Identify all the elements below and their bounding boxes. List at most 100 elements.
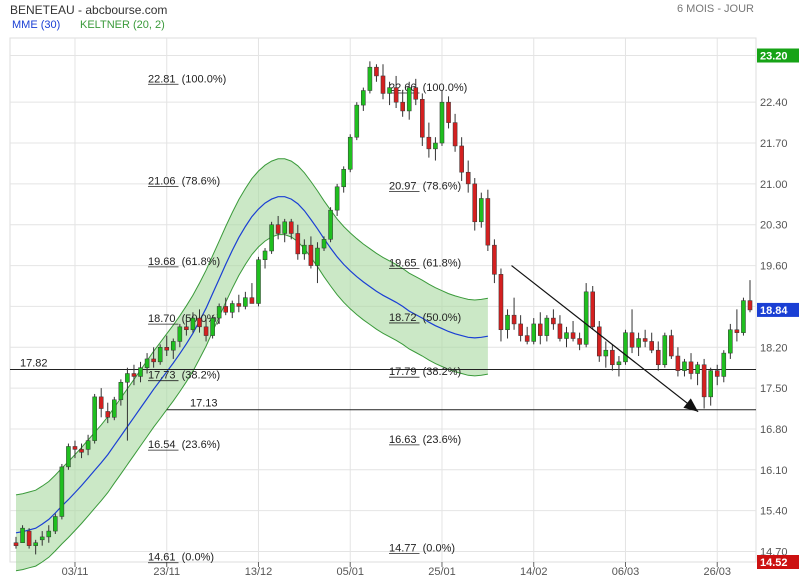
- candle-body: [157, 347, 163, 363]
- x-tick-label: 26/03: [703, 566, 731, 578]
- candle-body: [439, 101, 445, 144]
- candle-body: [236, 303, 242, 307]
- candle-body: [498, 274, 504, 331]
- x-tick-label: 14/02: [520, 566, 548, 578]
- candle-body: [249, 297, 255, 304]
- fib-level-label: 14.61 (0.0%): [148, 552, 214, 564]
- candle-body: [328, 209, 333, 240]
- candle-body: [262, 250, 268, 260]
- candle-body: [426, 136, 432, 150]
- candle-body: [184, 326, 189, 331]
- candle-body: [655, 349, 661, 366]
- y-tick-label: 21.00: [760, 179, 788, 191]
- candle-body: [485, 198, 491, 246]
- candle-body: [256, 259, 261, 304]
- candle-body: [649, 341, 654, 351]
- candle-body: [347, 136, 353, 170]
- y-tick-label: 18.20: [760, 342, 788, 354]
- candle-body: [557, 323, 563, 339]
- candle-body: [433, 142, 438, 150]
- fib-level-label: 18.70 (50.0%): [148, 313, 220, 325]
- candle-body: [452, 122, 458, 147]
- candle-body: [531, 323, 537, 342]
- keltner-lower-line: [15, 234, 488, 572]
- candle-body: [131, 373, 137, 377]
- fib-level-label: 17.73 (38.2%): [148, 370, 220, 382]
- candle-body: [682, 361, 687, 371]
- candle-body: [85, 440, 91, 450]
- candle-body: [79, 449, 84, 453]
- candle-body: [629, 332, 635, 348]
- keltner-band: [16, 158, 488, 571]
- candle-body: [53, 516, 58, 532]
- fib-level-label: 19.68 (61.8%): [148, 256, 220, 268]
- y-tick-label: 20.30: [760, 220, 788, 232]
- candle-body: [708, 370, 713, 398]
- candle-body: [275, 224, 281, 234]
- candle-body: [308, 244, 314, 266]
- candle-body: [413, 87, 419, 100]
- candle-body: [223, 306, 228, 313]
- candle-body: [33, 542, 38, 546]
- fib-level-label: 16.63 (23.6%): [389, 434, 461, 446]
- candle-body: [92, 396, 97, 441]
- candle-body: [479, 198, 484, 223]
- candle-body: [721, 352, 727, 377]
- candle-body: [164, 347, 170, 351]
- x-tick-label: 03/11: [62, 566, 89, 578]
- candle-body: [98, 396, 104, 409]
- candle-body: [269, 224, 274, 252]
- candle-body: [675, 355, 681, 371]
- candle-body: [72, 446, 78, 450]
- candle-body: [380, 75, 386, 94]
- candle-body: [662, 335, 668, 366]
- candle-body: [387, 87, 392, 94]
- candle-body: [714, 370, 720, 377]
- y-tick-label: 19.60: [760, 261, 788, 273]
- candle-body: [577, 338, 582, 345]
- candle-body: [302, 244, 307, 255]
- price-badge-label: 23.20: [760, 51, 788, 63]
- candle-body: [105, 411, 111, 418]
- candle-body: [642, 338, 648, 342]
- candle-body: [544, 317, 550, 336]
- candle-body: [171, 341, 176, 351]
- y-tick-label: 16.10: [760, 465, 788, 477]
- candle-body: [400, 101, 405, 112]
- candle-body: [374, 66, 379, 77]
- y-tick-label: 17.50: [760, 383, 788, 395]
- candle-body: [538, 323, 543, 336]
- candle-body: [459, 145, 464, 173]
- candle-body: [623, 332, 628, 363]
- candle-body: [288, 221, 294, 234]
- candle-body: [688, 361, 694, 374]
- x-tick-label: 23/11: [153, 566, 180, 578]
- price-badge-label: 18.84: [760, 305, 788, 317]
- price-badge: [757, 302, 799, 317]
- candle-body: [590, 291, 595, 328]
- y-tick-label: 22.40: [760, 97, 788, 109]
- candle-body: [295, 233, 301, 255]
- candle-body: [636, 338, 641, 348]
- candle-body: [570, 332, 576, 339]
- candle-body: [125, 373, 130, 383]
- candle-body: [511, 314, 517, 325]
- fib-level-label: 17.79 (38.2%): [389, 366, 461, 378]
- candle-body: [564, 332, 569, 339]
- fib-level-label: 18.72 (50.0%): [389, 312, 461, 324]
- candle-body: [728, 329, 733, 354]
- hline-label: 17.82: [20, 357, 48, 369]
- candle-body: [216, 306, 222, 319]
- trend-line: [511, 265, 699, 413]
- candle-body: [282, 221, 287, 234]
- candle-body: [190, 317, 196, 331]
- candle-body: [39, 536, 45, 541]
- candle-body: [229, 303, 235, 313]
- fib-level-label: 14.77 (0.0%): [389, 542, 455, 554]
- candle-body: [610, 349, 615, 366]
- fib-level-label: 22.81 (100.0%): [148, 73, 226, 85]
- candle-body: [151, 358, 156, 363]
- candle-body: [341, 169, 346, 188]
